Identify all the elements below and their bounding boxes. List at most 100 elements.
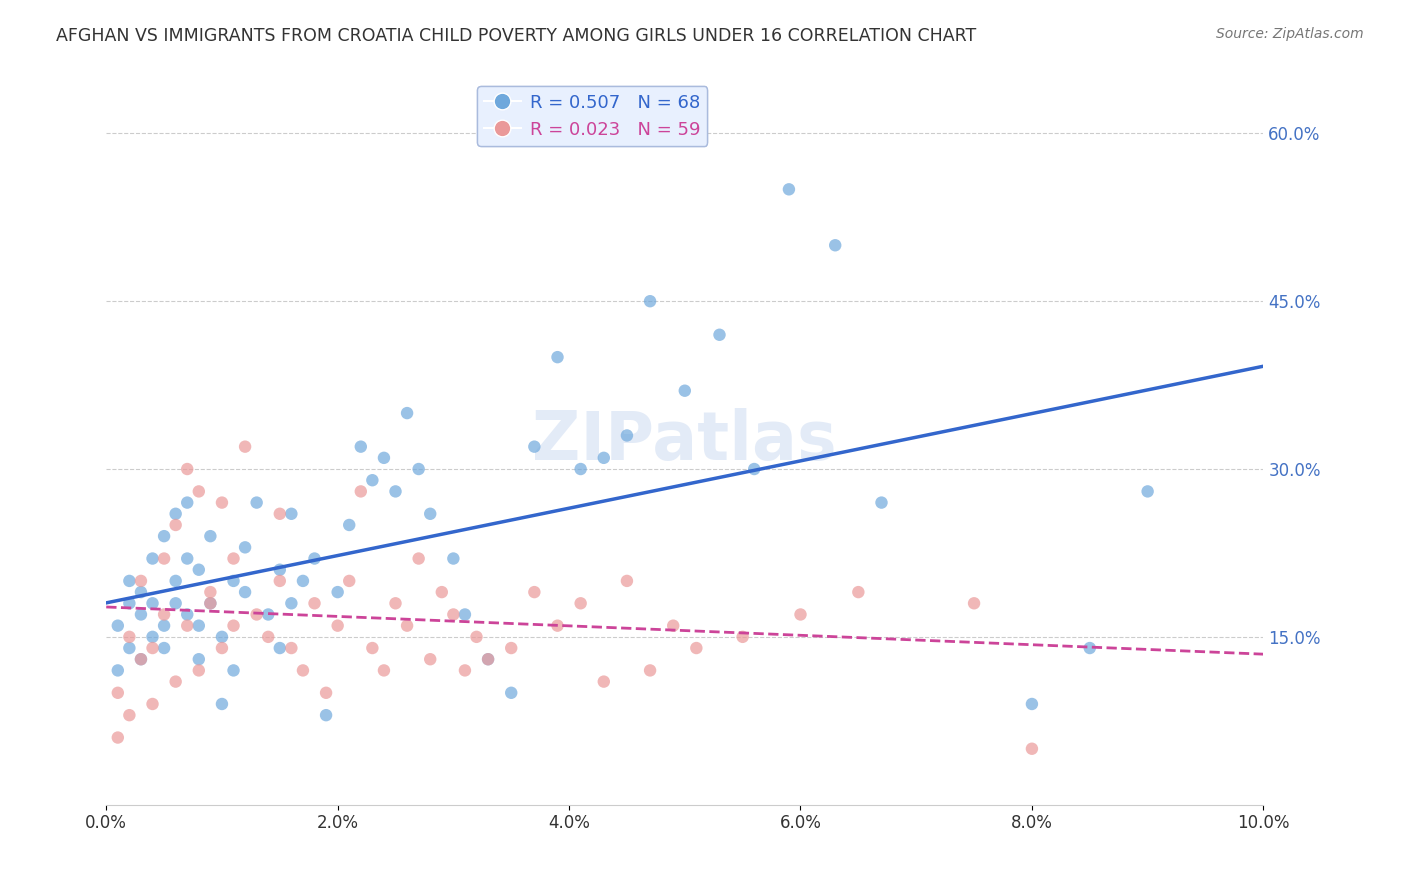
Point xyxy=(709,327,731,342)
Point xyxy=(233,440,256,454)
Point xyxy=(315,686,337,700)
Point xyxy=(569,462,592,476)
Point xyxy=(176,618,198,632)
Point xyxy=(165,674,187,689)
Point xyxy=(211,495,233,509)
Point xyxy=(222,574,245,588)
Point xyxy=(870,495,893,509)
Point xyxy=(280,641,302,656)
Point xyxy=(778,182,800,196)
Point xyxy=(1021,697,1043,711)
Point xyxy=(326,618,349,632)
Point xyxy=(291,574,314,588)
Point xyxy=(441,551,464,566)
Point xyxy=(419,507,441,521)
Point xyxy=(547,350,569,364)
Point xyxy=(408,462,430,476)
Point xyxy=(501,641,523,656)
Point xyxy=(141,697,163,711)
Point xyxy=(326,585,349,599)
Point xyxy=(107,731,129,745)
Point xyxy=(233,541,256,555)
Point xyxy=(731,630,754,644)
Point xyxy=(187,484,209,499)
Point xyxy=(176,495,198,509)
Point xyxy=(501,686,523,700)
Point xyxy=(141,596,163,610)
Point xyxy=(153,551,176,566)
Point xyxy=(569,596,592,610)
Point xyxy=(176,607,198,622)
Point xyxy=(396,406,419,420)
Point xyxy=(211,630,233,644)
Point xyxy=(200,596,222,610)
Point xyxy=(662,618,685,632)
Point xyxy=(211,641,233,656)
Point xyxy=(454,607,477,622)
Point xyxy=(824,238,846,252)
Point xyxy=(304,596,326,610)
Point xyxy=(373,664,395,678)
Point xyxy=(165,507,187,521)
Point xyxy=(118,641,141,656)
Point xyxy=(129,574,152,588)
Point xyxy=(742,462,765,476)
Point xyxy=(222,618,245,632)
Point xyxy=(963,596,986,610)
Point xyxy=(118,574,141,588)
Point xyxy=(304,551,326,566)
Point xyxy=(165,574,187,588)
Point xyxy=(107,618,129,632)
Point xyxy=(384,596,406,610)
Point xyxy=(441,607,464,622)
Point xyxy=(269,507,291,521)
Point xyxy=(547,618,569,632)
Point xyxy=(408,551,430,566)
Point xyxy=(337,518,360,533)
Point xyxy=(107,664,129,678)
Point xyxy=(153,607,176,622)
Point xyxy=(176,551,198,566)
Point xyxy=(280,596,302,610)
Point xyxy=(118,596,141,610)
Point xyxy=(233,585,256,599)
Point xyxy=(187,652,209,666)
Point xyxy=(153,618,176,632)
Legend: R = 0.507   N = 68, R = 0.023   N = 59: R = 0.507 N = 68, R = 0.023 N = 59 xyxy=(477,87,707,146)
Point xyxy=(373,450,395,465)
Point xyxy=(200,529,222,543)
Point xyxy=(257,607,280,622)
Point xyxy=(165,518,187,533)
Point xyxy=(523,440,546,454)
Point xyxy=(187,563,209,577)
Point xyxy=(246,607,269,622)
Point xyxy=(187,664,209,678)
Point xyxy=(616,574,638,588)
Point xyxy=(789,607,811,622)
Point xyxy=(350,440,373,454)
Point xyxy=(291,664,314,678)
Point xyxy=(257,630,280,644)
Point xyxy=(685,641,707,656)
Point xyxy=(430,585,453,599)
Point xyxy=(153,529,176,543)
Point xyxy=(107,686,129,700)
Point xyxy=(211,697,233,711)
Point xyxy=(153,641,176,656)
Point xyxy=(477,652,499,666)
Point xyxy=(1078,641,1101,656)
Point xyxy=(246,495,269,509)
Point xyxy=(616,428,638,442)
Point xyxy=(200,596,222,610)
Point xyxy=(176,462,198,476)
Point xyxy=(129,607,152,622)
Point xyxy=(269,641,291,656)
Point xyxy=(200,585,222,599)
Point xyxy=(523,585,546,599)
Point xyxy=(129,585,152,599)
Point xyxy=(315,708,337,723)
Point xyxy=(129,652,152,666)
Point xyxy=(361,473,384,487)
Point xyxy=(419,652,441,666)
Point xyxy=(118,630,141,644)
